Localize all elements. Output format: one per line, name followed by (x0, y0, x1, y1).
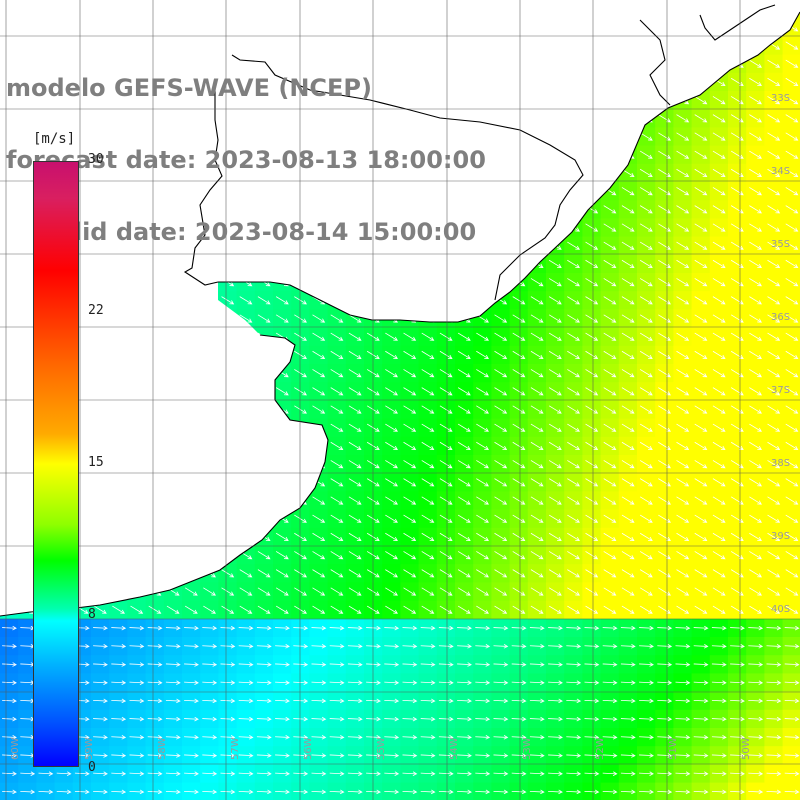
lon-label: 55W (376, 737, 387, 760)
colorbar-label-15: 15 (88, 455, 104, 470)
lat-label: 36S (771, 312, 790, 323)
lat-label: 33S (771, 93, 790, 104)
colorbar-label-8: 8 (88, 607, 96, 622)
lon-label: 50W (741, 737, 752, 760)
lon-label: 57W (230, 737, 241, 760)
lat-label: 40S (771, 604, 790, 615)
lat-label: 39S (771, 531, 790, 542)
lat-label: 37S (771, 385, 790, 396)
land-mass (0, 0, 800, 616)
colorbar-label-22: 22 (88, 303, 104, 318)
lon-label: 58W (157, 737, 168, 760)
lon-label: 53W (522, 737, 533, 760)
colorbar-unit: [m/s] (33, 131, 76, 147)
lon-label: 60W (10, 737, 21, 760)
colorbar-label-30: 30 (88, 152, 104, 167)
lon-label: 56W (303, 737, 314, 760)
coastline (0, 4, 800, 617)
lat-label: 34S (771, 166, 790, 177)
lon-label: 52W (595, 737, 606, 760)
colorbar (33, 161, 79, 767)
lat-label: 35S (771, 239, 790, 250)
colorbar-label-0: 0 (88, 760, 96, 775)
longitude-labels: 60W 59W 58W 57W 56W 55W 54W 53W 52W 51W 50W (10, 737, 752, 760)
model-title: modelo GEFS-WAVE (NCEP) (6, 74, 372, 102)
lon-label: 59W (84, 737, 95, 760)
latitude-labels: 33S 34S 35S 36S 37S 38S 39S 40S (771, 93, 790, 615)
lon-label: 51W (668, 737, 679, 760)
lat-label: 38S (771, 458, 790, 469)
lon-label: 54W (449, 737, 460, 760)
